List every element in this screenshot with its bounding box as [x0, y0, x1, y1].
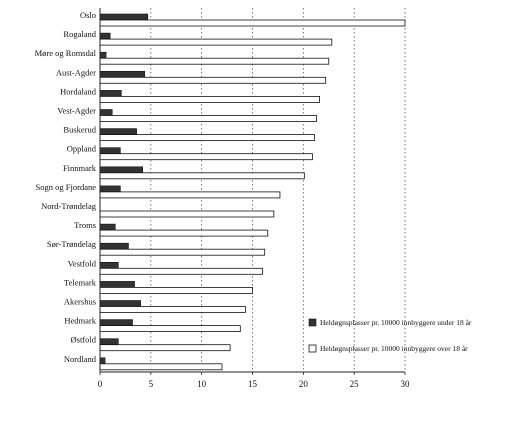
bar-under-18 — [99, 147, 121, 154]
bar-under-18 — [99, 300, 141, 307]
bar-over-18 — [99, 134, 315, 142]
bar-over-18 — [99, 306, 246, 313]
bar-under-18 — [99, 338, 119, 346]
bar-under-18 — [99, 90, 122, 97]
bar-over-18 — [99, 248, 266, 256]
bar-under-18 — [99, 242, 129, 250]
bar-over-18 — [99, 363, 223, 371]
bar-over-18 — [99, 325, 241, 333]
bar-under-18 — [99, 357, 106, 365]
legend-swatch-over-18 — [308, 344, 317, 353]
x-tick-label: 0 — [98, 379, 103, 389]
x-tick-label: 30 — [401, 379, 411, 389]
x-tick-label: 25 — [350, 379, 360, 389]
category-label: Aust-Agder — [56, 67, 96, 77]
category-label: Vest-Agder — [57, 106, 96, 116]
category-label: Nordland — [64, 354, 97, 364]
bar-under-18 — [99, 185, 121, 193]
x-tick-label: 5 — [149, 379, 154, 389]
axis-layer: 0 5 10 15 20 25 30 Oslo Rogaland Møre og Romsdal A… — [35, 8, 410, 389]
bar-over-18 — [99, 96, 321, 103]
category-label: Østfold — [71, 335, 97, 345]
category-label: Nord-Trøndelag — [41, 201, 97, 211]
bar-under-18 — [99, 319, 133, 326]
bar-over-18 — [99, 210, 275, 218]
category-label: Hordaland — [60, 86, 97, 96]
category-label: Hedmark — [64, 316, 96, 326]
category-label: Akershus — [64, 297, 96, 307]
legend-label-over-18: Heldøgnsplasser pr. 10000 innbyggere ove… — [320, 344, 468, 353]
bar-under-18 — [99, 281, 135, 288]
bar-over-18 — [99, 286, 253, 294]
bar-under-18 — [99, 13, 149, 21]
bar-under-18 — [99, 128, 137, 135]
bar-under-18 — [99, 71, 146, 78]
category-label: Sogn og Fjordane — [36, 182, 97, 192]
category-label: Oslo — [80, 10, 96, 20]
bar-over-18 — [99, 153, 313, 161]
category-label: Finnmark — [63, 163, 97, 173]
bar-over-18 — [99, 191, 281, 199]
bar-under-18 — [99, 223, 116, 231]
bar-over-18 — [99, 229, 269, 237]
bar-under-18 — [99, 32, 111, 40]
bar-under-18 — [99, 166, 144, 174]
bar-under-18 — [99, 109, 113, 116]
category-label: Telemark — [64, 277, 97, 287]
category-label: Vestfold — [68, 258, 97, 268]
bar-under-18 — [99, 261, 119, 269]
bar-over-18 — [99, 19, 406, 27]
x-tick-label: 15 — [248, 379, 258, 389]
x-tick-label: 20 — [299, 379, 309, 389]
bar-over-18 — [99, 76, 327, 84]
category-label: Oppland — [67, 144, 97, 154]
bar-under-18 — [99, 51, 107, 59]
bar-over-18 — [99, 267, 264, 275]
legend-label-under-18: Heldøgnsplasser pr. 10000 innbyggere und… — [320, 318, 472, 327]
bar-over-18 — [99, 344, 231, 352]
category-label: Troms — [74, 220, 96, 230]
category-label: Rogaland — [63, 29, 96, 39]
category-label: Buskerud — [63, 125, 96, 135]
legend: Heldøgnsplasser pr. 10000 innbyggere und… — [308, 318, 472, 353]
bar-over-18 — [99, 172, 305, 180]
category-label: Sør-Trøndelag — [47, 239, 97, 249]
grid-layer — [150, 8, 406, 372]
x-tick-label: 10 — [197, 379, 207, 389]
bar-over-18 — [99, 115, 317, 122]
bar-over-18 — [99, 57, 330, 65]
category-label: Møre og Romsdal — [35, 48, 97, 58]
bar-over-18 — [99, 38, 333, 46]
legend-swatch-under-18 — [308, 318, 317, 327]
bar-layer — [99, 13, 406, 371]
